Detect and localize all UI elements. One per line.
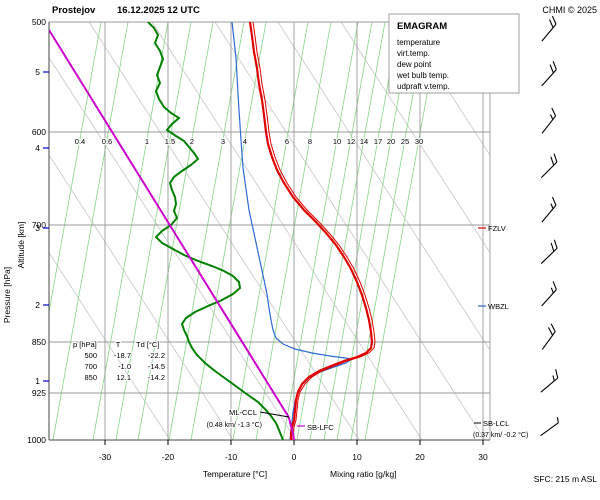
wind-barb: [541, 196, 557, 223]
fzlv-label: FZLV: [488, 224, 506, 233]
mixing-ratio-label: 2: [190, 137, 194, 146]
wind-barb: [540, 369, 559, 393]
temperature-axis-title: Temperature [°C]: [203, 469, 267, 479]
mixing-ratio-label: 1: [145, 137, 149, 146]
legend-item-wet-bulb: wet bulb temp.: [396, 71, 449, 80]
wind-barb: [541, 323, 556, 350]
altitude-axis: 5 4 3 2 1 Altitude [km]: [16, 67, 49, 386]
mixing-ratio-label: 6: [285, 137, 289, 146]
dew-point-curve: [147, 22, 284, 440]
table-cell: 12.1: [116, 373, 131, 382]
temp-tick--10: -10: [225, 452, 238, 462]
wind-barb: [540, 417, 559, 437]
wbzl-label: WBZL: [488, 302, 509, 311]
table-cell: -18.7: [114, 351, 131, 360]
mixing-ratio-label: 0.4: [75, 137, 85, 146]
mixing-ratio-label: 10: [333, 137, 341, 146]
table-header-td: Td [°C]: [136, 340, 159, 349]
legend-item-temperature: temperature: [397, 38, 441, 47]
header: Prostejov 16.12.2025 12 UTC CHMI © 2025: [52, 5, 597, 16]
wind-barb: [541, 107, 557, 134]
mixing-ratio-label: 1.5: [165, 137, 175, 146]
ml-ccl-label: ML-CCL: [229, 408, 257, 417]
table-cell: 850: [84, 373, 97, 382]
level-annotations: FZLV WBZL SB-LCL (0.37 km/ -0.2 °C) ML-C…: [206, 224, 529, 439]
legend-item-virt-temp: virt.temp.: [397, 49, 430, 58]
wind-barb: [540, 153, 558, 179]
pressure-axis: 500 600 700 850 925 1000 Pressure [hPa]: [2, 17, 46, 445]
mixing-ratio-label: 8: [308, 137, 312, 146]
table-cell: -14.5: [148, 362, 165, 371]
temp-tick--20: -20: [162, 452, 175, 462]
temperature-axis: -30 -20 -10 0 10 20 30 Temperature [°C] …: [99, 440, 488, 479]
mixing-ratio-label: 14: [360, 137, 368, 146]
pressure-tick-1000: 1000: [27, 435, 46, 445]
altitude-tick-5: 5: [35, 67, 40, 77]
legend-title: EMAGRAM: [397, 21, 447, 32]
mixing-ratio-label: 0.6: [102, 137, 112, 146]
sounding-table: p [hPa] T Td [°C] 500 -18.7 -22.2 700 -1…: [72, 339, 166, 383]
mixing-ratio-label: 12: [347, 137, 355, 146]
wind-barb: [540, 239, 558, 264]
wind-barb: [541, 15, 557, 42]
mixing-ratio-label: 25: [401, 137, 409, 146]
temp-tick-10: 10: [352, 452, 362, 462]
wind-barb: [541, 61, 557, 87]
temp-tick-20: 20: [415, 452, 425, 462]
temp-tick-0: 0: [292, 452, 297, 462]
legend-item-dew-point: dew point: [397, 60, 432, 69]
mixing-ratio-label: 20: [387, 137, 395, 146]
temp-tick--30: -30: [99, 452, 112, 462]
sb-lcl-label: SB-LCL: [483, 419, 509, 428]
mixing-ratio-label: 4: [243, 137, 247, 146]
temp-tick-30: 30: [478, 452, 488, 462]
virtual-temperature-curve: [252, 22, 376, 440]
altitude-tick-2: 2: [35, 300, 40, 310]
altitude-tick-4: 4: [35, 143, 40, 153]
pressure-tick-500: 500: [32, 17, 46, 27]
altitude-ticks: [43, 71, 49, 382]
mixing-ratio-label: 17: [374, 137, 382, 146]
pressure-tick-850: 850: [32, 337, 46, 347]
sb-lfc-label: SB-LFC: [307, 423, 334, 432]
sb-lcl-detail: (0.37 km/ -0.2 °C): [473, 431, 528, 439]
table-cell: 500: [84, 351, 97, 360]
pressure-tick-600: 600: [32, 127, 46, 137]
mixing-ratio-axis-title: Mixing ratio [g/kg]: [330, 469, 397, 479]
table-header-p: p [hPa]: [73, 340, 97, 349]
pressure-tick-925: 925: [32, 388, 46, 398]
temperature-ticks: [104, 440, 484, 445]
table-cell: -22.2: [148, 351, 165, 360]
legend-item-updraft: udpraft v.temp.: [397, 82, 450, 91]
sounding-datetime: 16.12.2025 12 UTC: [117, 5, 200, 16]
altitude-axis-title: Altitude [km]: [16, 222, 26, 269]
pressure-axis-title: Pressure [hPa]: [2, 267, 12, 323]
legend-frame: [388, 13, 520, 94]
mixing-ratio-labels: 0.4 0.6 1 1.5 2 3 4 6 8 10 12 14 17 20 2…: [74, 136, 425, 147]
temperature-curve: [248, 22, 374, 440]
mixing-ratio-label: 3: [221, 137, 225, 146]
pressure-tick-700: 700: [32, 220, 46, 230]
table-cell: -1.0: [118, 362, 131, 371]
altitude-tick-1: 1: [35, 376, 40, 386]
copyright: CHMI © 2025: [542, 5, 597, 15]
wind-barb: [541, 281, 557, 307]
altitude-tick-3: 3: [35, 223, 40, 233]
station-name: Prostejov: [52, 5, 96, 16]
mixing-ratio-label: 30: [415, 137, 423, 146]
legend-box: EMAGRAM temperature virt.temp. dew point…: [388, 13, 520, 94]
updraft-virtual-temperature-curve: [49, 29, 295, 440]
surface-elevation: SFC: 215 m ASL: [534, 474, 598, 484]
ml-ccl-pointer: [259, 411, 290, 418]
ml-ccl-detail: (0.48 km/ -1.3 °C): [207, 421, 262, 429]
table-header-t: T: [116, 340, 121, 349]
table-cell: 700: [84, 362, 97, 371]
table-cell: -14.2: [148, 373, 165, 382]
wind-barbs: [540, 15, 559, 437]
